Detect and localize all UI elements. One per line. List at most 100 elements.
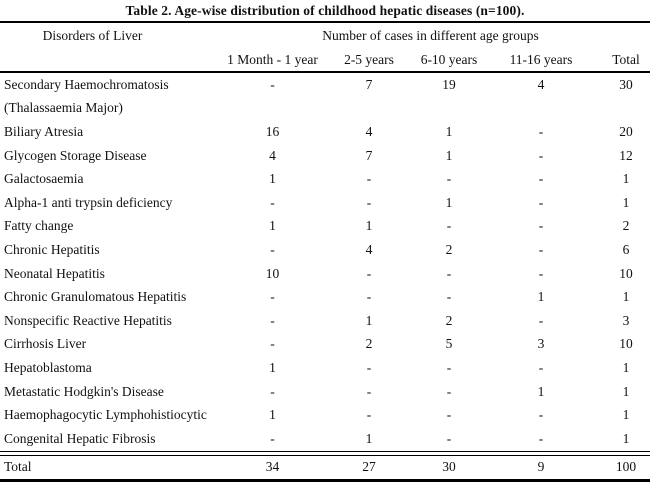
table-row: Chronic Granulomatous Hepatitis - - - 1 … [0, 285, 650, 309]
disorder-name: Galactosaemia [4, 171, 84, 187]
table-row: Biliary Atresia 16 4 1 - 20 [0, 120, 650, 144]
disorder-name: Glycogen Storage Disease [4, 147, 147, 163]
value-cell: 1 [365, 430, 373, 446]
table-row: Nonspecific Reactive Hepatitis - 1 2 - 3 [0, 309, 650, 333]
total-value-cell: 34 [265, 459, 280, 474]
value-cell: - [446, 430, 452, 446]
value-cell: 7 [365, 76, 373, 92]
value-cell: 1 [622, 407, 630, 423]
value-cell: - [366, 289, 372, 305]
value-cell: 1 [269, 171, 276, 187]
value-cell: 1 [269, 218, 276, 234]
disorder-name: Alpha-1 anti trypsin deficiency [4, 194, 173, 210]
disorder-name: Chronic Hepatitis [4, 241, 100, 257]
value-cell: - [270, 241, 275, 257]
value-cell: 1 [622, 171, 630, 187]
total-separator-rule [0, 450, 650, 456]
age-column-header: 11-16 years [509, 52, 573, 67]
column-header-disorders: Disorders of Liver [42, 28, 143, 43]
total-column-header: Total [612, 52, 640, 67]
total-label: Total [4, 459, 32, 474]
age-column-header: 2-5 years [344, 52, 394, 67]
value-cell: 6 [622, 241, 630, 257]
disorder-name: Metastatic Hodgkin's Disease [4, 383, 164, 399]
value-cell: - [366, 265, 372, 281]
table-row: Cirrhosis Liver - 2 5 3 10 [0, 333, 650, 357]
value-cell: - [446, 218, 452, 234]
disorder-name: Nonspecific Reactive Hepatitis [4, 312, 172, 328]
value-cell: 5 [445, 336, 453, 352]
total-value-cell: 30 [442, 459, 456, 474]
table-row: Galactosaemia 1 - - - 1 [0, 167, 650, 191]
value-cell: - [538, 194, 544, 210]
value-cell: 2 [622, 218, 630, 234]
value-cell: - [538, 265, 544, 281]
value-cell: 16 [265, 123, 280, 139]
value-cell: - [538, 241, 544, 257]
value-cell: 1 [269, 407, 276, 423]
bottom-rule [0, 478, 650, 482]
disorder-name: (Thalassaemia Major) [4, 100, 123, 116]
disorder-name: Congenital Hepatic Fibrosis [4, 430, 156, 446]
value-cell: 3 [537, 336, 545, 352]
title-rule [0, 21, 650, 23]
total-value-cell: 27 [362, 459, 376, 474]
value-cell: - [538, 218, 544, 234]
value-cell: - [538, 407, 544, 423]
value-cell: - [270, 76, 275, 92]
value-cell: - [270, 289, 275, 305]
table-row: (Thalassaemia Major) [0, 97, 650, 121]
total-row: Total 34 27 30 9 100 [0, 456, 650, 479]
value-cell: 10 [265, 265, 280, 281]
value-cell: - [270, 194, 275, 210]
disorder-name: Cirrhosis Liver [4, 336, 87, 352]
value-cell: 4 [269, 147, 276, 163]
value-cell: 1 [445, 194, 453, 210]
value-cell: 10 [619, 265, 633, 281]
header-row-1: Disorders of Liver Number of cases in di… [0, 23, 650, 49]
disorder-name: Secondary Haemochromatosis [4, 76, 169, 92]
value-cell: - [446, 407, 452, 423]
value-cell: 2 [445, 241, 453, 257]
value-cell: 1 [269, 359, 276, 375]
value-cell: 1 [622, 289, 630, 305]
table-row: Alpha-1 anti trypsin deficiency - - 1 - … [0, 191, 650, 215]
value-cell: 4 [537, 76, 545, 92]
value-cell: 1 [365, 218, 373, 234]
table-row: Fatty change 1 1 - - 2 [0, 215, 650, 239]
value-cell: - [446, 289, 452, 305]
value-cell: 1 [365, 312, 373, 328]
value-cell: - [446, 171, 452, 187]
value-cell: 10 [619, 336, 633, 352]
header-rule [0, 71, 650, 73]
value-cell: - [538, 123, 544, 139]
header-row-2: 1 Month - 1 year 2-5 years 6-10 years 11… [0, 49, 650, 71]
value-cell: - [366, 171, 372, 187]
value-cell: 4 [365, 123, 373, 139]
disorder-name: Chronic Granulomatous Hepatitis [4, 289, 187, 305]
total-value-cell: 9 [537, 459, 545, 474]
table-row: Haemophagocytic Lymphohistiocytic 1 - - … [0, 403, 650, 427]
value-cell: 19 [442, 76, 456, 92]
table-body: Secondary Haemochromatosis - 7 19 4 30 (… [0, 73, 650, 451]
disorder-name: Neonatal Hepatitis [4, 265, 105, 281]
value-cell: 2 [365, 336, 373, 352]
disorder-name: Fatty change [4, 218, 74, 234]
value-cell: 1 [537, 289, 545, 305]
value-cell: - [366, 407, 372, 423]
value-cell: - [366, 383, 372, 399]
table-title: Table 2. Age-wise distribution of childh… [125, 3, 525, 18]
table-row: Congenital Hepatic Fibrosis - 1 - - 1 [0, 427, 650, 451]
value-cell: 3 [622, 312, 630, 328]
age-column-header: 1 Month - 1 year [227, 52, 318, 67]
value-cell: 1 [622, 383, 630, 399]
value-cell: 4 [365, 241, 373, 257]
value-cell: 1 [445, 123, 453, 139]
value-cell: - [270, 383, 275, 399]
value-cell: - [538, 430, 544, 446]
table-row: Neonatal Hepatitis 10 - - - 10 [0, 262, 650, 286]
column-group-header: Number of cases in different age groups [322, 28, 539, 43]
table-row: Secondary Haemochromatosis - 7 19 4 30 [0, 73, 650, 97]
value-cell: 1 [622, 359, 630, 375]
